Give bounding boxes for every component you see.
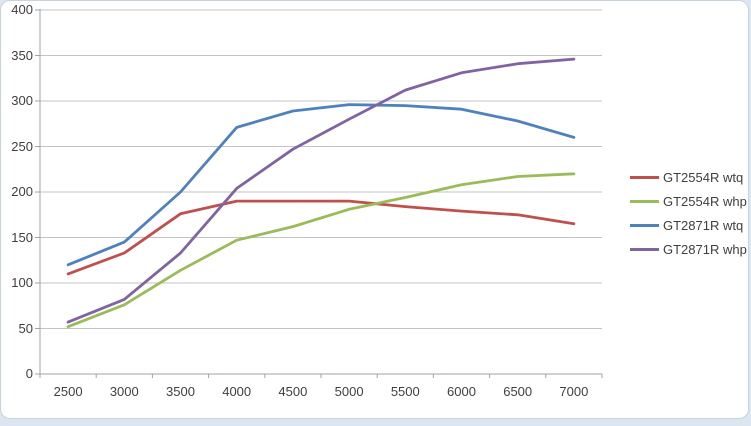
legend-item[interactable]: GT2871R whp bbox=[630, 237, 747, 261]
x-axis-label: 6000 bbox=[447, 384, 476, 399]
x-axis-label: 7000 bbox=[559, 384, 589, 399]
legend-item[interactable]: GT2554R wtq bbox=[630, 165, 747, 189]
y-axis-label: 150 bbox=[11, 229, 33, 245]
x-axis-label: 4000 bbox=[222, 384, 252, 399]
y-axis-label: 100 bbox=[11, 275, 33, 290]
legend-swatch-icon bbox=[630, 223, 659, 227]
legend: GT2554R wtq GT2554R whp GT2871R wtq GT2871R… bbox=[630, 165, 747, 261]
legend-swatch-icon bbox=[630, 199, 659, 203]
y-axis-label: 300 bbox=[11, 93, 33, 108]
legend-swatch-icon bbox=[630, 247, 659, 251]
x-axis-label: 3000 bbox=[109, 384, 139, 399]
y-axis-label: 400 bbox=[11, 2, 33, 17]
x-axis-label: 5000 bbox=[334, 384, 364, 399]
x-axis-label: 4500 bbox=[278, 384, 308, 399]
legend-label: GT2871R wtq bbox=[663, 217, 744, 233]
series-line-gt2554r-wtq[interactable] bbox=[66, 199, 576, 276]
y-axis-label: 200 bbox=[11, 184, 33, 199]
y-axis-label: 0 bbox=[25, 366, 33, 381]
x-axis-label: 3500 bbox=[166, 384, 195, 399]
series-line-gt2554r-whp[interactable] bbox=[66, 172, 576, 329]
legend-label: GT2554R wtq bbox=[663, 169, 744, 185]
x-axis-label: 5500 bbox=[390, 384, 420, 399]
series-line-gt2871r-wtq[interactable] bbox=[66, 103, 576, 267]
y-axis-label: 50 bbox=[18, 320, 33, 336]
x-axis-label: 6500 bbox=[503, 384, 533, 399]
series-line-gt2871r-whp[interactable] bbox=[66, 57, 576, 324]
legend-label: GT2554R whp bbox=[663, 193, 747, 209]
y-axis-label: 350 bbox=[11, 47, 33, 63]
legend-swatch-icon bbox=[630, 175, 659, 179]
legend-item[interactable]: GT2554R whp bbox=[630, 189, 747, 213]
legend-item[interactable]: GT2871R wtq bbox=[630, 213, 747, 237]
legend-label: GT2871R whp bbox=[663, 241, 747, 257]
x-axis-label: 2500 bbox=[53, 384, 83, 399]
y-axis-label: 250 bbox=[11, 138, 33, 154]
